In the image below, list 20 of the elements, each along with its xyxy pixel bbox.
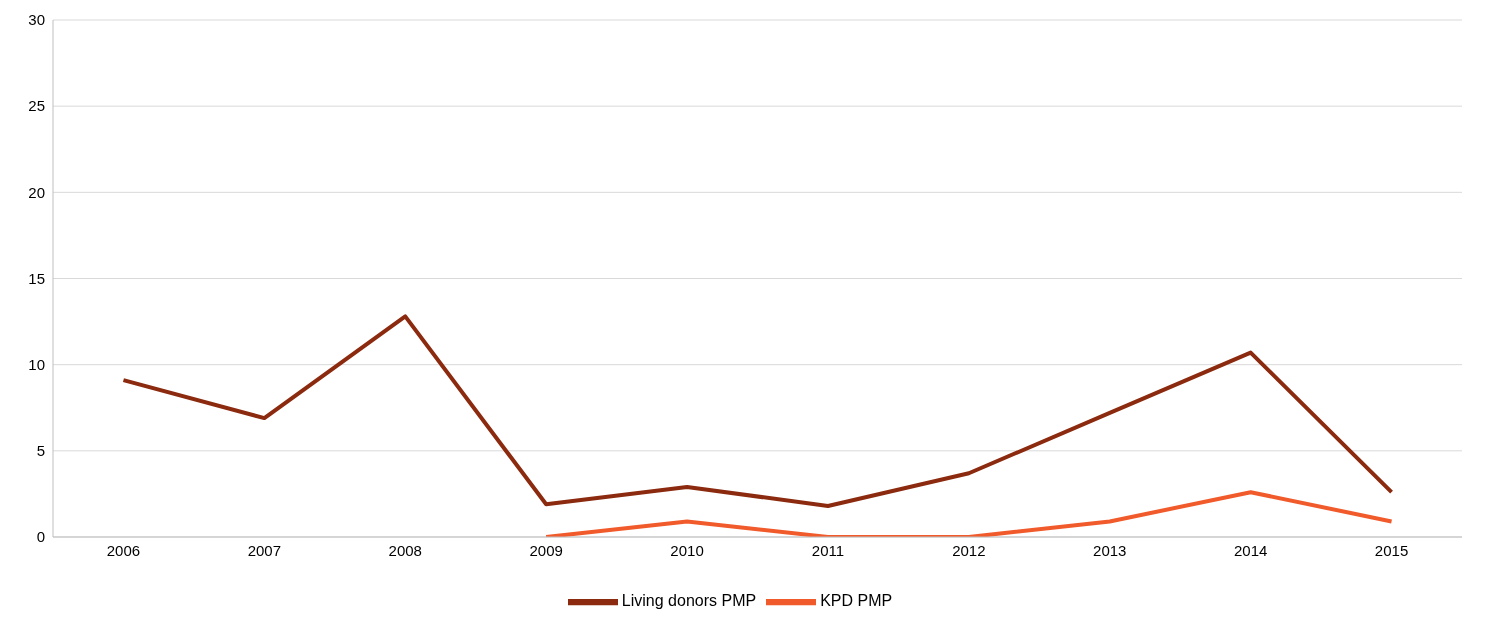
x-tick-label: 2014 — [1233, 541, 1268, 559]
x-tick-label: 2015 — [1374, 541, 1409, 559]
x-tick-label: 2010 — [670, 541, 704, 559]
x-tick-label: 2009 — [529, 541, 563, 559]
y-tick-label: 10 — [28, 355, 45, 373]
x-tick-label: 2011 — [811, 541, 845, 559]
x-tick-label: 2006 — [106, 541, 141, 559]
y-tick-label: 15 — [28, 269, 45, 287]
y-tick-label: 20 — [28, 183, 45, 201]
y-tick-label: 25 — [28, 97, 45, 115]
x-tick-label: 2013 — [1093, 541, 1127, 559]
y-tick-label: 0 — [36, 528, 45, 546]
x-tick-label: 2007 — [247, 541, 282, 559]
legend-label: KPD PMP — [820, 592, 893, 610]
y-tick-label: 5 — [36, 442, 45, 460]
x-tick-label: 2008 — [388, 541, 422, 559]
x-tick-label: 2012 — [952, 541, 986, 559]
line-series — [121, 314, 1394, 508]
legend-label: Living donors PMP — [621, 592, 757, 610]
y-tick-label: 30 — [28, 11, 45, 29]
